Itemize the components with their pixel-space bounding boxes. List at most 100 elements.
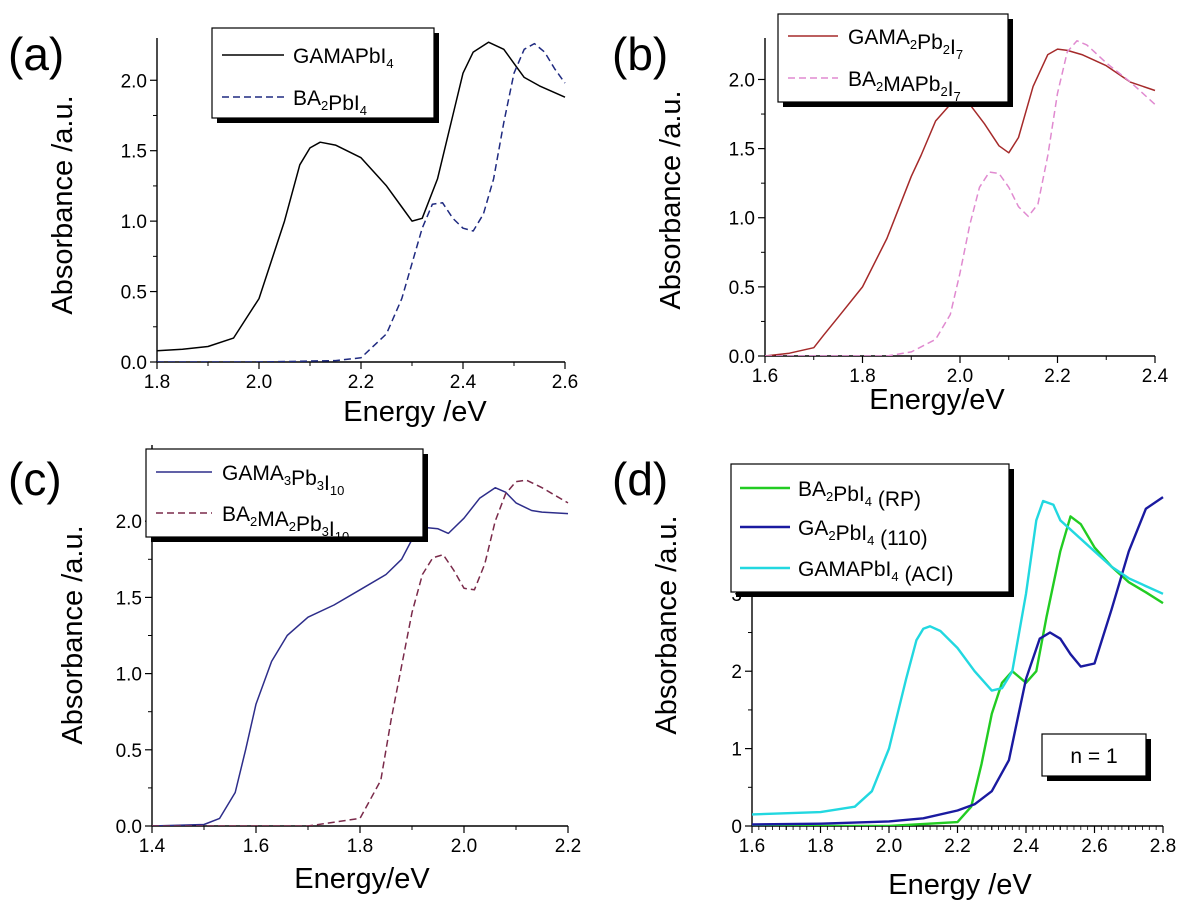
legend-subscript: 3 — [322, 524, 329, 539]
legend-subscript: 2 — [828, 528, 835, 543]
y-tick-label: 0.5 — [121, 283, 147, 304]
y-tick-label: 0.5 — [116, 741, 142, 762]
legend-subscript: 4 — [865, 494, 872, 509]
x-tick-label: 2.2 — [944, 836, 970, 857]
x-tick-label: 2.4 — [450, 372, 477, 393]
legend-text-part: I — [329, 518, 335, 541]
legend-box — [777, 13, 1009, 103]
x-tick-label: 2.6 — [1081, 836, 1107, 857]
y-tick-label: 1.5 — [729, 140, 755, 161]
x-tick-label: 1.8 — [144, 372, 170, 393]
x-tick-label: 1.6 — [243, 836, 269, 857]
x-tick-label: 2.4 — [1013, 836, 1040, 857]
y-tick-label: 0 — [731, 817, 742, 838]
legend-text-part: GAMAPbI — [293, 45, 386, 68]
y-tick-label: 0.5 — [729, 278, 755, 299]
legend-text-part: BA — [848, 68, 876, 91]
legend-subscript: 2 — [940, 84, 947, 99]
annotation-box — [1041, 733, 1147, 777]
x-axis-title: Energy/eV — [294, 863, 430, 895]
legend-text-part: PbI — [328, 92, 360, 115]
legend-subscript: 7 — [956, 47, 963, 62]
legend-text-part: I — [324, 472, 330, 495]
x-tick-label: 2.0 — [451, 836, 477, 857]
legend-entry: BA2MA2Pb3I10 — [222, 503, 349, 544]
x-tick-label: 2.4 — [1142, 366, 1169, 387]
x-axis-title: Energy/eV — [869, 384, 1005, 416]
y-tick-label: 0.0 — [121, 353, 147, 374]
y-axis-title: Absorbance /a.u. — [47, 95, 79, 314]
legend-entry: GAMA2Pb2I7 — [848, 26, 963, 62]
legend-subscript: 4 — [891, 569, 898, 584]
y-axis-title: Absorbance /a.u. — [655, 90, 687, 309]
series-line-ga2pbi4-110- — [752, 496, 1164, 826]
y-tick-label: 1.5 — [121, 142, 147, 163]
y-tick-label: 2 — [731, 662, 742, 683]
legend-entry: GA2PbI4 (110) — [798, 517, 928, 550]
series-line-ba2pbi4 — [157, 42, 566, 362]
legend-entry: BA2PbI4 — [293, 87, 367, 118]
legend-text-part: MA — [257, 508, 289, 531]
legend-text-part: (RP) — [872, 488, 921, 511]
x-axis-title: Energy /eV — [888, 869, 1032, 901]
x-tick-label: 1.6 — [752, 366, 778, 387]
y-tick-label: 1.0 — [116, 665, 142, 686]
legend-text-part: GAMA — [848, 26, 910, 49]
legend-box — [145, 448, 424, 538]
y-tick-label: 0.0 — [116, 817, 142, 838]
legend-text-part: I — [950, 36, 956, 59]
y-axis-title: Absorbance /a.u. — [57, 525, 89, 744]
legend-entry: GAMAPbI4 (ACI) — [798, 558, 953, 586]
y-tick-label: 2.0 — [116, 512, 142, 533]
x-tick-label: 2.2 — [348, 372, 374, 393]
y-tick-label: 2.0 — [121, 71, 147, 92]
x-tick-label: 1.6 — [739, 836, 765, 857]
legend-text-part: BA — [293, 87, 321, 110]
legend-text-part: PbI — [833, 483, 865, 506]
legend-text-part: Pb — [291, 467, 317, 490]
y-tick-label: 1 — [731, 740, 742, 761]
legend-subscript: 3 — [317, 478, 324, 493]
panel-letter: (b) — [612, 28, 668, 80]
x-axis-title: Energy /eV — [343, 396, 487, 428]
legend-text-part: Pb — [917, 31, 943, 54]
legend-entry: BA2MAPb2I7 — [848, 68, 961, 104]
x-tick-label: 2.0 — [947, 366, 973, 387]
legend-subscript: 2 — [250, 514, 257, 529]
legend-text-part: (ACI) — [899, 563, 954, 586]
legend-text-part: Pb — [296, 513, 322, 536]
legend-entry: BA2PbI4 (RP) — [798, 478, 921, 511]
panel-c: (c) 1.4 1.6 1.8 2.0 2.2 0.0 0.5 1.0 1.5 2.0 Energy/… — [8, 445, 581, 895]
legend-entry: GAMAPbI4 — [293, 45, 394, 71]
x-tick-label: 2.2 — [555, 836, 581, 857]
y-axis-title: Absorbance /a.u. — [651, 515, 683, 734]
panel-letter: (d) — [612, 453, 668, 505]
annotation-text: n = 1 — [1070, 745, 1117, 768]
legend-subscript: 2 — [910, 37, 917, 52]
panel-b: (b)1.6 1.8 2.0 2.2 2.40.00.51.01.52.0Energy/… — [612, 13, 1169, 416]
x-tick-label: 2.6 — [552, 372, 578, 393]
y-tick-label: 1.0 — [729, 209, 755, 230]
series-line-ba2mapb2i7 — [765, 40, 1156, 356]
y-tick-label: 2.0 — [729, 70, 755, 91]
legend-text-part: MAPb — [883, 73, 940, 96]
legend-text-part: PbI — [836, 522, 868, 545]
legend-text-part: GAMA — [222, 462, 284, 485]
panel-letter: (a) — [8, 28, 64, 80]
y-tick-label: 1.5 — [116, 588, 142, 609]
series-line-gamapbi4-aci- — [752, 499, 1164, 816]
legend-text-part: GA — [798, 517, 828, 540]
x-tick-label: 1.4 — [139, 836, 166, 857]
series-line-ba2ma2pb3i10 — [152, 479, 569, 826]
y-tick-label: 0.0 — [729, 347, 755, 368]
legend-box — [211, 27, 435, 119]
legend-subscript: 2 — [826, 489, 833, 504]
panel-letter: (c) — [8, 453, 62, 505]
legend-subscript: 4 — [867, 533, 874, 548]
x-tick-label: 2.2 — [1044, 366, 1070, 387]
legend-text-part: BA — [222, 503, 250, 526]
y-tick-label: 1.0 — [121, 212, 147, 233]
x-tick-label: 2.0 — [246, 372, 272, 393]
legend-subscript: 7 — [954, 89, 961, 104]
